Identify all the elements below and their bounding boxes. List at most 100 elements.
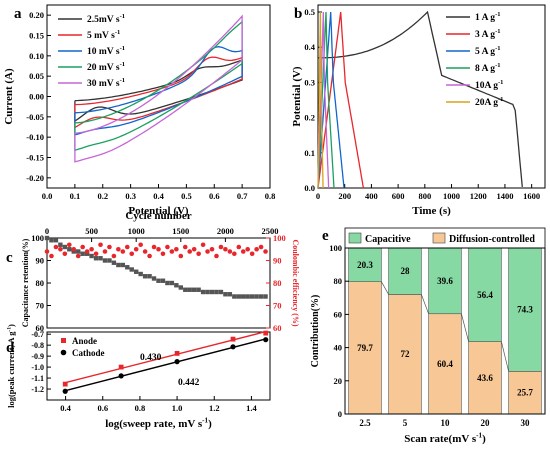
x-tick-label: 400 [365,191,378,201]
legend-label-main: 2.5mV s [87,15,120,25]
x-tick-label: 0.1 [70,191,81,201]
panel-b: 0 200 400 600 800 1000 1200 1400 1600 0.0 0.1 0.2 0.… [291,4,546,217]
bar-label-diffusion: 72 [401,349,411,359]
y-axis-label: Potential (V) [291,66,303,127]
x-tick-label: 0.4 [60,403,71,413]
legend-label-2: 10 mV s-1 [87,45,125,57]
cathode-point [174,359,180,365]
y-tick-label: 90 [36,256,45,266]
x-axis-label-sup: -1 [202,417,208,425]
x-tick-label: 1.2 [209,403,220,413]
y-tick-label: 0.1 [304,148,315,158]
x-tick-label: 600 [392,191,405,201]
retention-point [169,280,175,286]
panel-e: Capacitive Diffusion-controlled 79.7 20.3 2.… [310,227,546,445]
retention-point [165,280,170,286]
panel-label-c: c [6,250,13,266]
efficiency-point [75,253,81,259]
legend-swatch-capacitive [348,232,362,244]
efficiency-point [142,249,148,254]
gcd-curve-1 [317,11,365,189]
retention-point [98,256,103,261]
efficiency-point [89,246,94,252]
legend-label-sup: -1 [495,28,500,35]
efficiency-point [98,242,103,248]
legend-label-5: 20A g-1 [475,96,503,108]
x-tick-label: 2500 [262,226,279,236]
retention-point [151,276,157,281]
anode-point [62,381,68,387]
efficiency-point [71,246,77,252]
gcd-curve-0 [318,10,523,187]
legend-label-capacitive: Capacitive [365,234,411,245]
bar-capacitive [388,247,422,295]
x-axis-label: Scan rate(mV s-1) [404,432,486,445]
retention-point [49,238,54,243]
panel-e-frame [344,247,546,415]
x-axis-label-tail: ) [208,418,212,430]
retention-point [249,294,255,299]
y-axis-label: log(peak current, A g-1) [6,324,16,408]
panel-a: 0.0 0.1 0.2 0.3 0.4 0.5 0.6 0.7 0.8 -0.20 -0.15 -0.… [3,4,275,217]
x-tick-label: 0.4 [153,191,164,201]
legend-label-main: 1 A g [475,13,495,23]
cv-curve-2 [74,46,243,136]
efficiency-point [102,249,108,254]
y2-tick-label: 60 [273,323,282,333]
x-tick-label: 0 [45,226,49,236]
legend-label-1: 3 A g-1 [475,28,500,40]
efficiency-point [49,253,54,259]
x-tick-label: 0.0 [42,191,53,201]
y-axis-label: Contribution(%) [310,295,321,368]
legend-label-main: 5 A g [475,47,495,57]
bar-capacitive [508,247,542,372]
efficiency-point [80,244,85,250]
y-tick-label: 0.20 [29,10,44,20]
x-tick-label: 1600 [523,191,540,201]
retention-point [183,287,188,292]
x-axis-label-sup: -1 [476,432,482,440]
legend-label-sup: -1 [495,11,500,18]
annotation-cathode-slope: 0.442 [178,378,200,388]
efficiency-point [245,246,250,252]
y2-tick-label: 100 [273,233,286,243]
connector-line [501,341,509,372]
panel-d: 0.4 0.6 0.8 1.0 1.2 1.4 -0.7 -0.8 -0.9 -1.0 -1.1 -1… [6,324,271,430]
y-tick-label: 80 [334,276,343,286]
legend-label-1: Cathode [72,348,105,358]
retention-point [138,271,143,277]
x-tick-label: 800 [418,191,431,201]
efficiency-point [174,246,179,252]
retention-point [178,285,183,290]
y-tick-label: -0.7 [31,330,44,339]
retention-point [258,294,264,299]
cv-curve-3 [74,20,243,152]
bar-label-diffusion: 25.7 [517,388,533,398]
top-axis-label: Cycle number [125,210,191,222]
x-axis-label: Potential (V) [128,205,189,217]
retention-point [187,287,192,292]
x-axis-label-main: log(sweep rate, mV s [105,418,203,430]
retention-point [196,287,201,292]
efficiency-point [116,246,121,252]
retention-point [241,294,246,299]
y-tick-label: 0.4 [304,42,315,52]
legend-label-sup: -1 [115,29,120,36]
legend-label-sup: -1 [120,13,125,20]
efficiency-point [62,251,68,257]
cathode-point [118,373,124,379]
bar-capacitive [468,247,502,342]
x-tick-label: 1.0 [172,403,183,413]
retention-point [254,294,259,299]
y-tick-label: 70 [36,301,45,311]
y-tick-label: 100 [31,233,44,243]
panel-d-frame [46,331,271,401]
x-tick-label: 10 [441,418,451,428]
y2-tick-label: 80 [273,278,282,288]
efficiency-point [107,244,112,250]
retention-point [76,249,81,254]
x-tick-label: 0.8 [135,403,146,413]
efficiency-point [169,249,175,254]
retention-point [205,289,210,295]
